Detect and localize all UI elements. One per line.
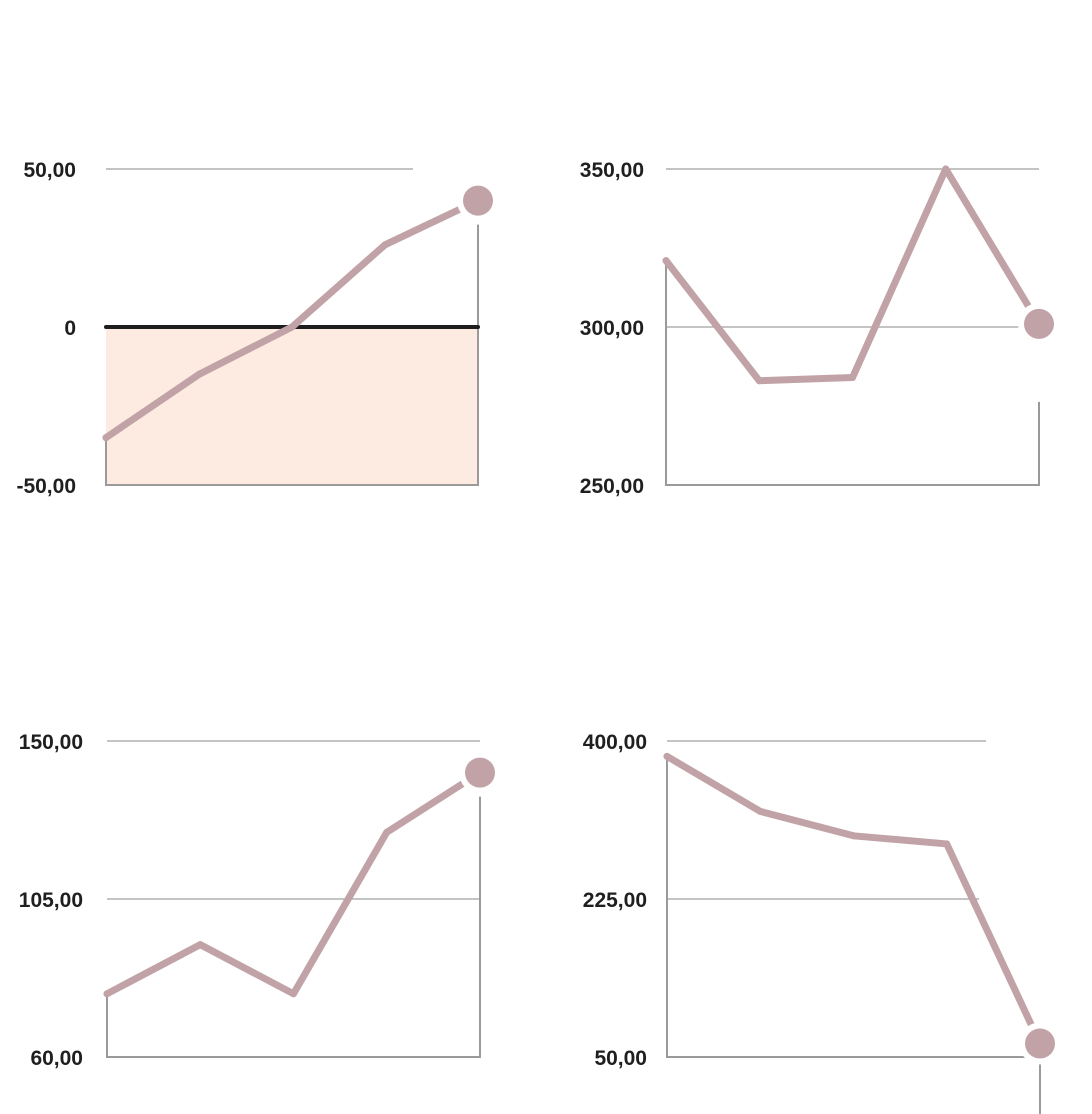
axis-frame (106, 796, 481, 1058)
chart-panel-2: 350,00 300,00 250,00 (580, 159, 1060, 498)
y-tick-label: 225,00 (583, 889, 647, 912)
y-tick-label: 50,00 (23, 159, 76, 182)
y-tick-label: 60,00 (30, 1047, 83, 1070)
data-point (290, 990, 297, 998)
data-point (943, 840, 951, 848)
axis-frame (666, 756, 1041, 1114)
y-tick-label: 250,00 (580, 475, 644, 498)
series-line (662, 165, 1043, 385)
data-point (196, 941, 204, 949)
chart-panel-3: 150,00 105,00 60,00 (19, 731, 501, 1070)
data-point (102, 434, 110, 442)
end-point-marker (463, 185, 493, 216)
data-point (381, 241, 389, 249)
data-point (849, 374, 856, 382)
data-point (942, 165, 950, 173)
end-point-marker (1024, 308, 1054, 339)
data-point (288, 323, 296, 331)
data-point (383, 828, 391, 836)
series-line (663, 752, 1044, 1047)
series-line (103, 769, 484, 998)
y-tick-label: 50,00 (594, 1047, 647, 1070)
y-tick-label: 150,00 (19, 731, 83, 754)
end-point-marker (1025, 1028, 1055, 1059)
axis-frame (105, 224, 479, 486)
data-point (756, 807, 764, 815)
y-tick-label: 350,00 (580, 159, 644, 182)
y-tick-label: 0 (64, 317, 76, 340)
data-point (850, 832, 857, 840)
chart-panel-1: 50,00 0 -50,00 (16, 159, 499, 498)
data-point (663, 752, 671, 760)
axis-frame (665, 260, 1040, 486)
negative-region-fill (106, 327, 478, 485)
y-tick-label: 105,00 (19, 889, 83, 912)
data-point (662, 257, 670, 265)
chart-panel-4: 400,00 225,00 50,00 (583, 731, 1061, 1114)
y-tick-label: 400,00 (583, 731, 647, 754)
data-point (755, 377, 763, 385)
y-tick-label: -50,00 (16, 475, 76, 498)
y-tick-label: 300,00 (580, 317, 644, 340)
data-point (195, 370, 203, 378)
data-point (103, 990, 111, 998)
end-point-marker (465, 757, 495, 788)
